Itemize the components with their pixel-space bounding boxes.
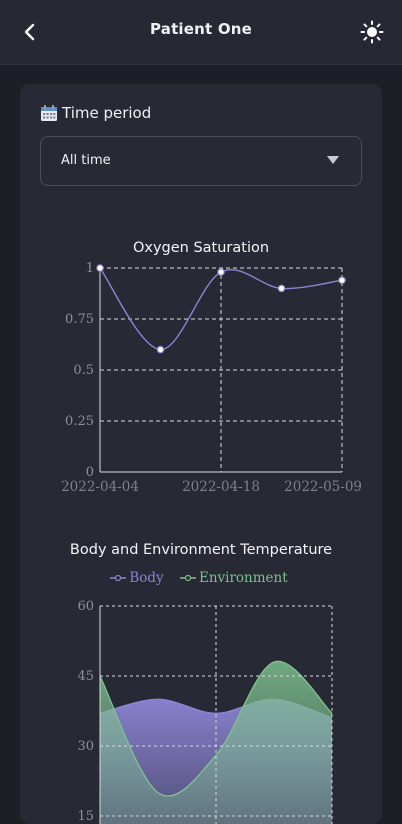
time-period-select[interactable]: All time	[40, 136, 362, 186]
temperature-chart-title: Body and Environment Temperature	[69, 542, 333, 558]
legend-item-body[interactable]: Body	[110, 570, 167, 586]
temperature-chart: 15 30 45 60	[77, 599, 333, 824]
oxygen-saturation-chart: 0 0.25 0.5 0.75 1 2022-04-04 2022-04-18 2022-05…	[61, 261, 362, 495]
legend-label-environment: Environment	[198, 570, 288, 586]
page-title: Patient One	[149, 20, 253, 38]
oxygen-data-point	[217, 268, 225, 276]
oxygen-data-point	[277, 284, 286, 293]
y-tick-label: 60	[77, 599, 94, 614]
chevron-left-icon[interactable]	[18, 20, 42, 44]
y-tick-label: 45	[77, 669, 94, 684]
time-period-value: All time	[61, 153, 111, 168]
x-tick-label: 2022-05-09	[284, 479, 362, 495]
calendar-icon	[41, 105, 57, 121]
patient-card: Time period All time Oxygen Saturation 0…	[20, 84, 382, 824]
environment-series-area	[100, 661, 332, 824]
y-tick-label: 1	[86, 261, 94, 276]
oxygen-series-line	[99, 267, 343, 351]
environment-legend-icon	[179, 574, 196, 582]
oxygen-chart-title: Oxygen Saturation	[132, 240, 270, 256]
y-tick-label: 0.5	[73, 363, 94, 378]
temperature-legend: Body Environment	[20, 570, 382, 586]
y-tick-label: 15	[77, 809, 94, 824]
y-tick-label: 0	[86, 465, 94, 480]
y-tick-label: 30	[77, 739, 94, 754]
caret-down-icon	[327, 156, 339, 164]
time-period-label: Time period	[40, 104, 151, 122]
legend-label-body: Body	[129, 570, 164, 586]
body-legend-icon	[110, 574, 127, 582]
x-tick-label: 2022-04-18	[182, 479, 260, 495]
environment-series-line	[99, 660, 333, 797]
y-tick-label: 0.75	[65, 312, 94, 327]
time-period-text: Time period	[62, 104, 152, 122]
sun-icon[interactable]	[360, 20, 384, 44]
legend-item-environment[interactable]: Environment	[179, 570, 292, 586]
x-tick-label: 2022-04-04	[61, 479, 139, 495]
app-header: Patient One	[0, 0, 402, 65]
oxygen-data-point	[96, 264, 104, 272]
oxygen-data-point	[156, 345, 165, 354]
y-tick-label: 0.25	[65, 414, 94, 429]
oxygen-data-point	[338, 276, 346, 285]
